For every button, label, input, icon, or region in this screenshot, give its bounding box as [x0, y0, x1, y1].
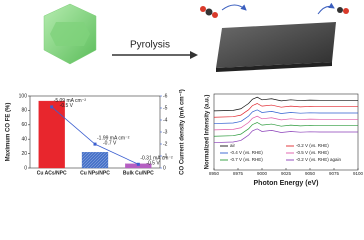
legend-label: -0.5 V (vs. RHE): [296, 150, 329, 155]
current-marker: [136, 162, 140, 166]
x-tick-label: Bulk Cu/NPC: [123, 170, 154, 176]
y-tick-label: 0: [24, 165, 27, 171]
spectrum-line: [213, 128, 358, 143]
polyhedron: [43, 3, 97, 65]
y-tick-label: 80: [21, 108, 27, 114]
y2-tick-label: -5: [163, 105, 168, 111]
current-marker: [50, 105, 54, 109]
y2-tick-label: 0: [163, 165, 166, 171]
y-axis-label: Normalized Intensity (a.u.): [205, 95, 211, 170]
x-tick-label: 9050: [305, 171, 316, 176]
figure: Pyrolysis 0 20 40 60 80 100 0 -1 -2 -3 -4 -5 -6 Maxim…: [6, 2, 364, 187]
x-tick-label: 8950: [209, 171, 220, 176]
bar: [81, 152, 109, 169]
y-axis-label: Maximum CO FE (%): [6, 103, 12, 162]
x-tick-label: 9100: [353, 171, 364, 176]
x-tick-label: 9000: [257, 171, 268, 176]
potential-label: -0.5 V: [146, 161, 160, 167]
potential-label: -0.5 V: [60, 103, 74, 109]
x-tick-label: 8975: [233, 171, 244, 176]
y-tick-label: 60: [21, 122, 27, 128]
value-label: -5.09 mA cm⁻²: [54, 98, 87, 104]
carbon-slab: [216, 22, 336, 72]
y2-tick-label: -1: [163, 153, 168, 159]
potential-label: -0.7 V: [103, 140, 117, 146]
legend-label: air: [230, 143, 236, 148]
pyrolysis-arrow: [112, 51, 198, 59]
legend-label: -0.7 V (vs. RHE): [230, 157, 263, 162]
value-label: -0.31 mA cm⁻²: [140, 156, 173, 162]
spectrum-line: [213, 96, 358, 112]
spectrum-line: [213, 109, 358, 124]
value-label: -1.99 mA cm⁻²: [97, 135, 130, 141]
x-axis-label: Photon Energy (eV): [254, 180, 319, 187]
spectrum-line: [213, 115, 358, 131]
step-label: Pyrolysis: [130, 40, 170, 51]
x-tick-label: 9075: [329, 171, 340, 176]
legend-label: -0.2 V (vs. RHE): [296, 143, 329, 148]
x-tick-label: Cu ACs/NPC: [37, 170, 67, 176]
legend-label: -0.2 V (vs. RHE) again: [296, 157, 342, 162]
spectrum-line: [213, 122, 358, 137]
y-tick-label: 40: [21, 137, 27, 143]
y-tick-label: 20: [21, 151, 27, 157]
y2-tick-label: -4: [163, 117, 168, 123]
x-tick-label: Cu NPs/NPC: [80, 170, 110, 176]
legend-label: -0.4 V (vs. RHE): [230, 150, 263, 155]
current-marker: [93, 142, 97, 146]
y2-tick-label: -2: [163, 141, 168, 147]
y2-axis-label: CO Current density (mA cm⁻²): [179, 89, 186, 175]
bar: [38, 100, 65, 169]
co2-molecule: [200, 2, 349, 18]
x-tick-label: 9025: [281, 171, 292, 176]
spectrum-line: [213, 103, 358, 118]
y2-tick-label: -6: [163, 93, 168, 99]
y2-tick-label: -3: [163, 129, 168, 135]
y-tick-label: 100: [19, 93, 28, 99]
